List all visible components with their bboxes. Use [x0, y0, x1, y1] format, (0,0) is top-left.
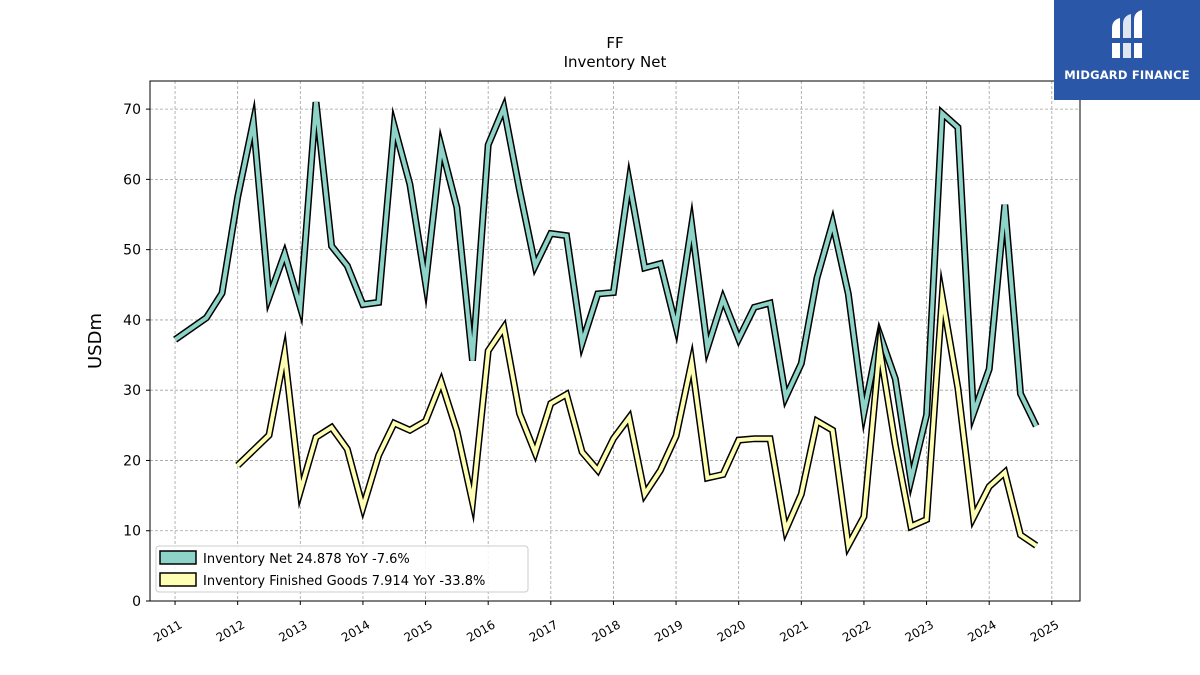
series-outline-inventory-finished-goods	[235, 267, 1039, 557]
y-tick-label: 50	[123, 243, 141, 259]
y-tick-label: 20	[123, 453, 141, 469]
x-tick-label: 2017	[527, 617, 560, 644]
legend-swatch-inventory-finished-goods	[159, 572, 197, 587]
series-line-inventory-net	[173, 100, 1038, 491]
y-axis-label: USDm	[85, 313, 106, 369]
x-tick-label: 2014	[339, 617, 372, 644]
series-outline-inventory-net	[173, 95, 1040, 499]
chart-subtitle: Inventory Net	[564, 53, 667, 71]
series-lines	[173, 95, 1040, 557]
legend: Inventory Net 24.878 YoY -7.6% Inventory…	[155, 545, 529, 593]
y-tick-label: 30	[123, 383, 141, 399]
x-tick-label: 2024	[965, 617, 998, 644]
y-tick-label: 10	[123, 524, 141, 540]
legend-label-inventory-finished-goods: Inventory Finished Goods 7.914 YoY -33.8…	[203, 574, 485, 589]
x-tick-label: 2016	[464, 617, 497, 644]
logo-mark-icon	[1110, 10, 1144, 58]
legend-swatch-inventory-net	[159, 550, 197, 565]
legend-label-inventory-net: Inventory Net 24.878 YoY -7.6%	[203, 552, 410, 567]
x-tick-label: 2011	[151, 617, 184, 644]
y-tick-label: 0	[132, 594, 141, 610]
x-tick-label: 2023	[903, 617, 936, 644]
x-tick-label: 2018	[589, 617, 622, 644]
x-tick-label: 2012	[214, 617, 247, 644]
y-tick-label: 40	[123, 313, 141, 329]
y-tick-label: 70	[123, 102, 141, 118]
x-tick-label: 2013	[276, 617, 309, 644]
chart-title: FF	[606, 34, 623, 52]
brand-logo: MIDGARD FINANCE	[1054, 0, 1200, 100]
y-tick-label: 60	[123, 172, 141, 188]
logo-text: MIDGARD FINANCE	[1064, 68, 1190, 82]
x-tick-label: 2021	[777, 617, 810, 644]
series-line-inventory-finished-goods	[236, 280, 1038, 552]
x-tick-label: 2015	[402, 617, 435, 644]
x-tick-label: 2022	[840, 617, 873, 644]
legend-box	[155, 545, 529, 593]
x-tick-label: 2019	[652, 617, 685, 644]
x-tick-label: 2020	[715, 617, 748, 644]
x-tick-label: 2025	[1028, 617, 1061, 644]
plot-area-frame	[149, 80, 1081, 602]
